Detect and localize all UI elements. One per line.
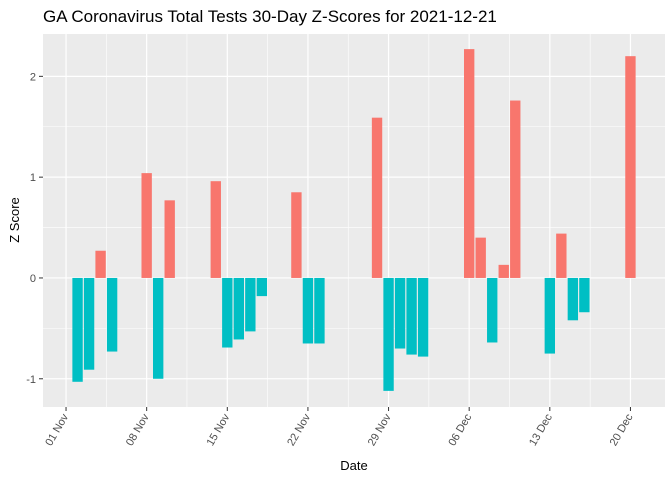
bar (567, 277, 579, 321)
y-axis-label: Z Score (7, 197, 22, 243)
bar (579, 277, 590, 313)
bar (233, 277, 244, 340)
x-tick-label: 20 Dec (608, 412, 636, 449)
bar (83, 277, 95, 370)
y-tick-label: 0 (30, 273, 36, 285)
bar (141, 173, 152, 278)
plot-panel (43, 34, 665, 407)
bar (464, 49, 475, 278)
x-axis-label: Date (340, 458, 367, 473)
y-tick-label: 1 (30, 172, 36, 184)
x-tick-label: 29 Nov (366, 412, 394, 449)
bar (544, 277, 555, 354)
bar (510, 100, 521, 278)
bar (210, 181, 221, 278)
bar (245, 277, 256, 332)
x-tick-label: 15 Nov (205, 412, 233, 449)
bar (256, 277, 268, 297)
bar (417, 277, 429, 357)
bar (291, 192, 302, 278)
bar (106, 277, 118, 352)
bar (406, 277, 417, 355)
bar (625, 56, 636, 278)
x-tick-label: 22 Nov (285, 412, 313, 449)
bar (314, 277, 325, 344)
x-tick-label: 06 Dec (446, 412, 474, 449)
x-tick-label: 13 Dec (527, 412, 555, 449)
bar (498, 264, 509, 278)
bar (72, 277, 83, 382)
bar (475, 237, 486, 278)
bar (222, 277, 233, 348)
bar (95, 250, 106, 278)
y-tick-label: 2 (30, 71, 36, 83)
bar (556, 233, 567, 278)
bar (371, 117, 383, 278)
x-tick-label: 01 Nov (43, 412, 71, 449)
bar (394, 277, 406, 349)
chart-title: GA Coronavirus Total Tests 30-Day Z-Scor… (43, 7, 497, 26)
bar (383, 277, 394, 391)
bar (487, 277, 498, 343)
bar (302, 277, 314, 344)
x-tick-label: 08 Nov (124, 412, 152, 449)
bar (164, 200, 175, 278)
y-tick-label: -1 (26, 374, 36, 386)
bar (153, 277, 164, 379)
bars (72, 49, 636, 391)
